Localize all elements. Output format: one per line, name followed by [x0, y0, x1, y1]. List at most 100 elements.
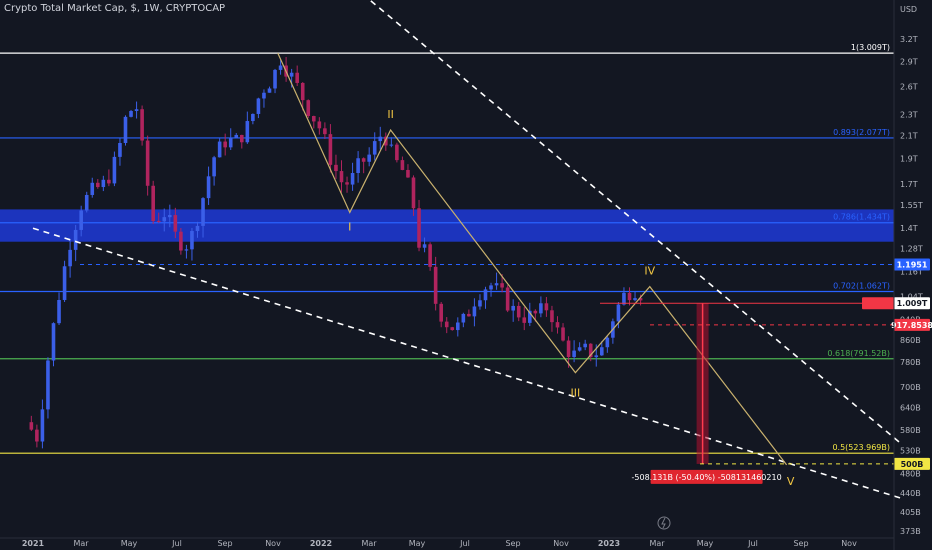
candle-body — [267, 88, 272, 93]
candle-body — [273, 69, 277, 89]
x-tick-label: Nov — [841, 539, 857, 548]
x-tick-label: Sep — [505, 539, 520, 548]
y-tick-label: 530B — [900, 447, 921, 456]
x-tick-label: May — [121, 539, 138, 548]
x-tick-label: May — [697, 539, 714, 548]
candle-body — [505, 287, 510, 311]
y-tick-label: 2.9T — [900, 58, 918, 67]
candle-body — [118, 142, 122, 157]
candle-body — [62, 266, 67, 300]
last-price-tag — [862, 297, 894, 310]
x-tick-label: 2023 — [598, 539, 620, 548]
fib-level-label: 0.618(791.52B) — [827, 349, 890, 358]
price-marker-tag — [894, 258, 930, 271]
y-tick-label: 2.3T — [900, 111, 918, 120]
x-tick-label: Jul — [171, 539, 182, 548]
x-tick-label: Jul — [459, 539, 470, 548]
candle-body — [140, 109, 144, 141]
measure-label: -508.131B (-50.40%) -50813146021​0 — [632, 473, 782, 482]
candle-body — [206, 176, 211, 199]
price-marker-label: 917.8538 — [891, 321, 932, 330]
candle-body — [295, 72, 299, 83]
x-tick-label: Nov — [553, 539, 569, 548]
candle-body — [522, 317, 527, 323]
candle-body — [123, 116, 128, 143]
y-tick-label: 700B — [900, 383, 921, 392]
candle-body — [245, 121, 250, 143]
candle-body — [588, 343, 593, 358]
candle-body — [289, 72, 294, 77]
y-tick-label: 480B — [900, 469, 921, 478]
wave-label: II — [387, 108, 394, 121]
candle-body — [234, 134, 239, 139]
candle-body — [151, 185, 155, 221]
candle-body — [228, 138, 233, 148]
x-tick-label: 2022 — [310, 539, 332, 548]
candle-body — [51, 323, 56, 361]
candle-body — [96, 182, 100, 188]
candle-body — [583, 343, 587, 348]
candle-body — [168, 215, 172, 218]
candle-body — [68, 249, 72, 267]
candle-body — [478, 300, 482, 307]
candle-body — [539, 303, 543, 314]
x-tick-label: Mar — [73, 539, 89, 548]
wave-label: IV — [644, 265, 655, 278]
candle-body — [450, 327, 455, 331]
trendline — [32, 227, 903, 500]
candle-body — [179, 231, 183, 251]
fib-level-label: 0.5(523.969B) — [832, 443, 890, 452]
y-tick-label: 580B — [900, 426, 921, 435]
y-axis-unit: USD — [900, 5, 917, 14]
candle-body — [262, 92, 266, 99]
candles-layer — [29, 57, 643, 449]
y-tick-label: 1.04T — [900, 292, 923, 301]
y-tick-label: 1.9T — [900, 154, 918, 163]
y-tick-label: 2.1T — [900, 131, 918, 140]
candle-body — [29, 422, 34, 430]
candle-body — [516, 305, 521, 318]
candle-body — [35, 429, 39, 442]
candle-body — [40, 409, 45, 442]
candle-body — [356, 158, 360, 174]
candle-body — [616, 304, 621, 322]
candle-body — [511, 305, 515, 311]
candle-body — [334, 164, 338, 172]
candle-body — [489, 285, 493, 290]
measure-label-bg — [650, 469, 763, 484]
candle-body — [411, 177, 416, 209]
candle-body — [422, 244, 427, 248]
candle-body — [312, 116, 316, 122]
x-tick-label: Sep — [217, 539, 232, 548]
price-marker-label: 1.1951 — [897, 260, 928, 269]
price-marker-label: 500B — [901, 460, 924, 469]
y-tick-label: 1.16T — [900, 267, 923, 276]
candle-body — [156, 220, 161, 222]
candle-body — [417, 208, 421, 248]
candle-body — [212, 157, 216, 177]
y-tick-label: 640B — [900, 403, 921, 412]
candle-body — [638, 298, 643, 301]
candle-body — [339, 171, 344, 183]
candle-body — [561, 327, 565, 341]
candle-body — [223, 141, 227, 148]
candle-body — [129, 111, 133, 117]
y-tick-label: 405B — [900, 508, 921, 517]
candle-body — [57, 299, 61, 324]
candle-body — [389, 144, 394, 146]
candle-body — [134, 109, 139, 112]
chart-title: Crypto Total Market Cap, $, 1W, CRYPTOCA… — [4, 3, 226, 14]
y-tick-label: 440B — [900, 489, 921, 498]
misc-layer — [0, 0, 895, 550]
candle-body — [323, 128, 327, 135]
candle-body — [84, 194, 89, 211]
candle-body — [594, 355, 599, 358]
candle-body — [278, 65, 283, 70]
candle-body — [107, 179, 111, 184]
fib-level-label: 0.786(1.434T) — [833, 213, 890, 222]
price-marker-tag — [894, 318, 930, 331]
candle-body — [73, 229, 78, 250]
candle-body — [555, 322, 560, 328]
